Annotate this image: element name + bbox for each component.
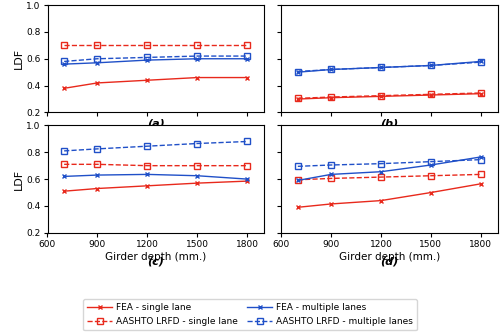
X-axis label: Girder depth (mm.): Girder depth (mm.) bbox=[105, 252, 206, 262]
Text: (a): (a) bbox=[147, 119, 164, 129]
X-axis label: Girder depth (mm.): Girder depth (mm.) bbox=[338, 252, 440, 262]
Legend: FEA - single lane, AASHTO LRFD - single lane, FEA - multiple lanes, AASHTO LRFD : FEA - single lane, AASHTO LRFD - single … bbox=[82, 299, 417, 331]
Text: (c): (c) bbox=[147, 257, 164, 266]
Text: (b): (b) bbox=[380, 119, 398, 129]
Y-axis label: LDF: LDF bbox=[14, 48, 24, 69]
Text: (d): (d) bbox=[380, 257, 398, 266]
Y-axis label: LDF: LDF bbox=[14, 169, 24, 190]
